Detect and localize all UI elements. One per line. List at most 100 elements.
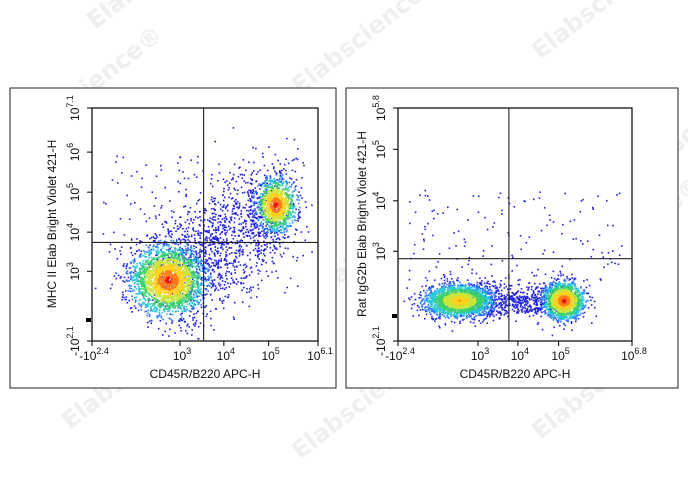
event-dot — [232, 279, 234, 281]
event-dot — [164, 292, 166, 295]
event-dot — [540, 229, 543, 232]
event-dot — [219, 203, 222, 206]
event-dot — [179, 266, 182, 268]
event-dot — [261, 196, 263, 198]
event-dot — [256, 192, 258, 194]
event-dot — [254, 187, 257, 189]
event-dot — [146, 305, 149, 308]
event-dot — [163, 284, 165, 286]
event-dot — [196, 295, 199, 298]
event-dot — [273, 235, 276, 237]
event-dot — [103, 201, 105, 204]
event-dot — [155, 246, 158, 249]
event-dot — [167, 292, 170, 294]
event-dot — [524, 200, 526, 203]
event-dot — [172, 304, 175, 307]
event-dot — [233, 200, 236, 203]
event-dot — [214, 289, 216, 292]
event-dot — [163, 298, 166, 300]
event-dot — [153, 289, 155, 291]
event-dot — [145, 256, 148, 258]
event-dot — [298, 206, 301, 209]
event-dot — [199, 264, 202, 266]
event-dot — [249, 191, 252, 194]
event-dot — [291, 169, 294, 172]
event-dot — [149, 263, 151, 265]
event-dot — [133, 279, 135, 281]
event-dot — [275, 193, 277, 196]
event-dot — [185, 253, 187, 256]
event-dot — [167, 232, 170, 235]
event-dot — [188, 297, 190, 300]
event-dot — [138, 285, 140, 288]
event-dot — [163, 286, 166, 288]
event-dot — [190, 245, 193, 247]
event-dot — [157, 261, 160, 264]
event-dot — [214, 237, 216, 239]
event-dot — [270, 181, 272, 184]
event-dot — [197, 232, 200, 234]
event-dot — [168, 244, 170, 246]
event-dot — [270, 206, 273, 209]
event-dot — [490, 263, 493, 266]
event-dot — [189, 293, 191, 296]
event-dot — [168, 250, 170, 253]
event-dot — [197, 265, 200, 268]
event-dot — [287, 199, 290, 201]
event-dot — [198, 292, 201, 294]
event-dot — [278, 198, 280, 200]
event-dot — [274, 217, 277, 219]
event-dot — [181, 277, 184, 280]
event-dot — [184, 245, 187, 248]
event-dot — [266, 227, 268, 230]
event-dot — [166, 257, 169, 259]
event-dot — [221, 218, 224, 220]
event-dot — [198, 211, 201, 213]
event-dot — [285, 186, 287, 189]
event-dot — [237, 234, 240, 237]
event-dot — [209, 282, 211, 284]
event-dot — [148, 299, 150, 302]
event-dot — [154, 301, 157, 303]
event-dot — [230, 262, 232, 265]
event-dot — [279, 215, 282, 218]
event-dot — [158, 281, 160, 283]
event-dot — [528, 236, 531, 238]
event-dot — [222, 227, 224, 230]
event-dot — [240, 210, 243, 212]
event-dot — [167, 259, 169, 261]
event-dot — [212, 219, 215, 221]
event-dot — [255, 193, 258, 195]
event-dot — [194, 211, 196, 213]
event-dot — [212, 284, 214, 286]
event-dot — [188, 280, 190, 282]
event-dot — [176, 268, 179, 271]
event-dot — [242, 232, 245, 234]
event-dot — [276, 211, 278, 213]
event-dot — [292, 205, 294, 208]
event-dot — [176, 228, 179, 230]
event-dot — [153, 303, 156, 306]
event-dot — [275, 241, 277, 243]
event-dot — [173, 290, 175, 293]
event-dot — [155, 301, 158, 304]
event-dot — [169, 269, 172, 271]
y-tick-label: -102.1 — [65, 326, 82, 356]
event-dot — [274, 194, 276, 197]
event-dot — [414, 211, 417, 214]
event-dot — [155, 269, 157, 271]
event-dot — [193, 237, 196, 240]
event-dot — [205, 280, 207, 282]
event-dot — [259, 213, 262, 215]
event-dot — [214, 216, 216, 218]
event-dot — [140, 288, 142, 290]
event-dot — [175, 277, 177, 279]
event-dot — [273, 204, 276, 207]
event-dot — [209, 244, 212, 247]
event-dot — [279, 225, 282, 228]
event-dot — [165, 292, 167, 294]
event-dot — [190, 218, 192, 220]
event-dot — [143, 283, 145, 285]
event-dot — [237, 189, 239, 192]
event-dot — [167, 271, 170, 274]
